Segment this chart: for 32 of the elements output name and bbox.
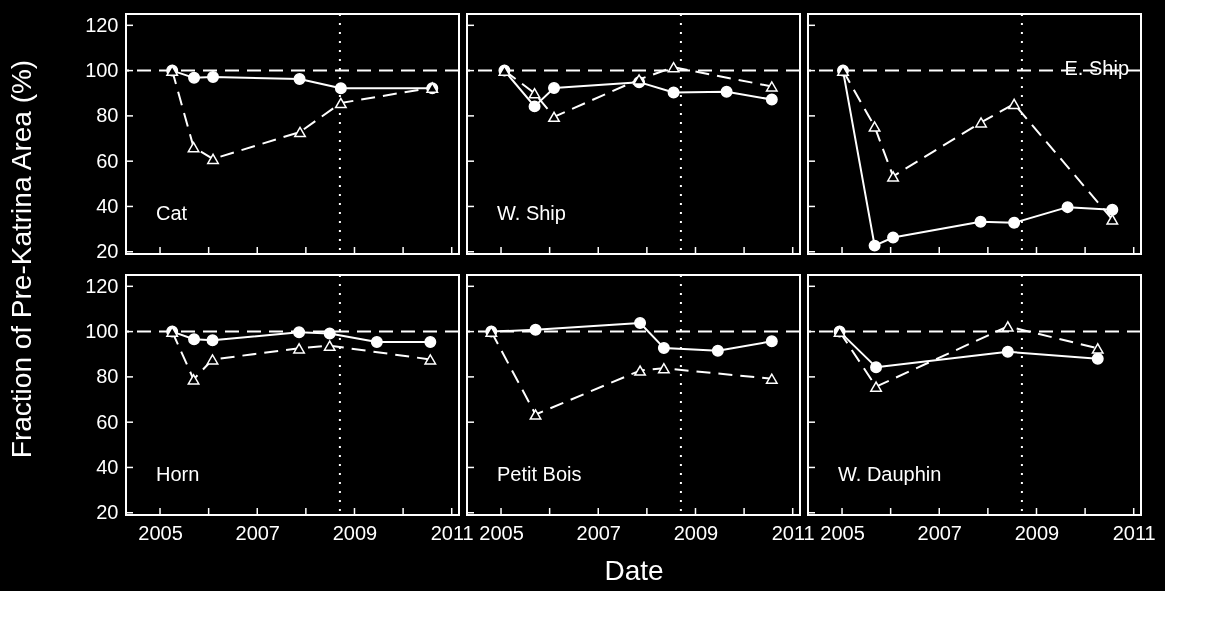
y-tick-label: 120: [85, 274, 119, 297]
text: E. Ship: [1064, 57, 1129, 79]
x-tick-label: 2007: [576, 521, 622, 544]
x-tick-label: 2007: [235, 521, 281, 544]
x-tick-label: 2011: [430, 521, 474, 544]
y-axis-title: Fraction of Pre-Katrina Area (%): [6, 59, 37, 459]
y-tick-label: 100: [85, 59, 119, 82]
x-tick-label: 2005: [479, 521, 524, 544]
y-tick-label: 20: [96, 240, 119, 263]
text: Horn: [156, 463, 200, 485]
x-tick-label: 2005: [820, 521, 865, 544]
y-tick-label: 60: [96, 410, 119, 433]
y-tick-label: 120: [85, 13, 119, 36]
text: W. Ship: [497, 202, 566, 224]
x-tick-label: 2011: [1112, 521, 1156, 544]
y-tick-label: 80: [96, 365, 119, 388]
x-tick-label: 2011: [771, 521, 815, 544]
text: W. Dauphin: [838, 463, 942, 485]
x-tick-label: 2007: [917, 521, 963, 544]
y-tick-label: 60: [96, 149, 119, 172]
y-tick-label: 80: [96, 104, 119, 127]
x-tick-label: 2009: [332, 521, 378, 544]
text: Petit Bois: [497, 463, 582, 485]
y-tick-label: 20: [96, 501, 119, 524]
y-tick-label: 40: [96, 194, 119, 217]
x-tick-label: 2005: [138, 521, 183, 544]
y-tick-label: 40: [96, 455, 119, 478]
x-tick-label: 2009: [1014, 521, 1060, 544]
text: Cat: [156, 202, 188, 224]
y-tick-label: 100: [85, 320, 119, 343]
x-tick-label: 2009: [673, 521, 719, 544]
x-axis-title: Date: [604, 554, 664, 586]
